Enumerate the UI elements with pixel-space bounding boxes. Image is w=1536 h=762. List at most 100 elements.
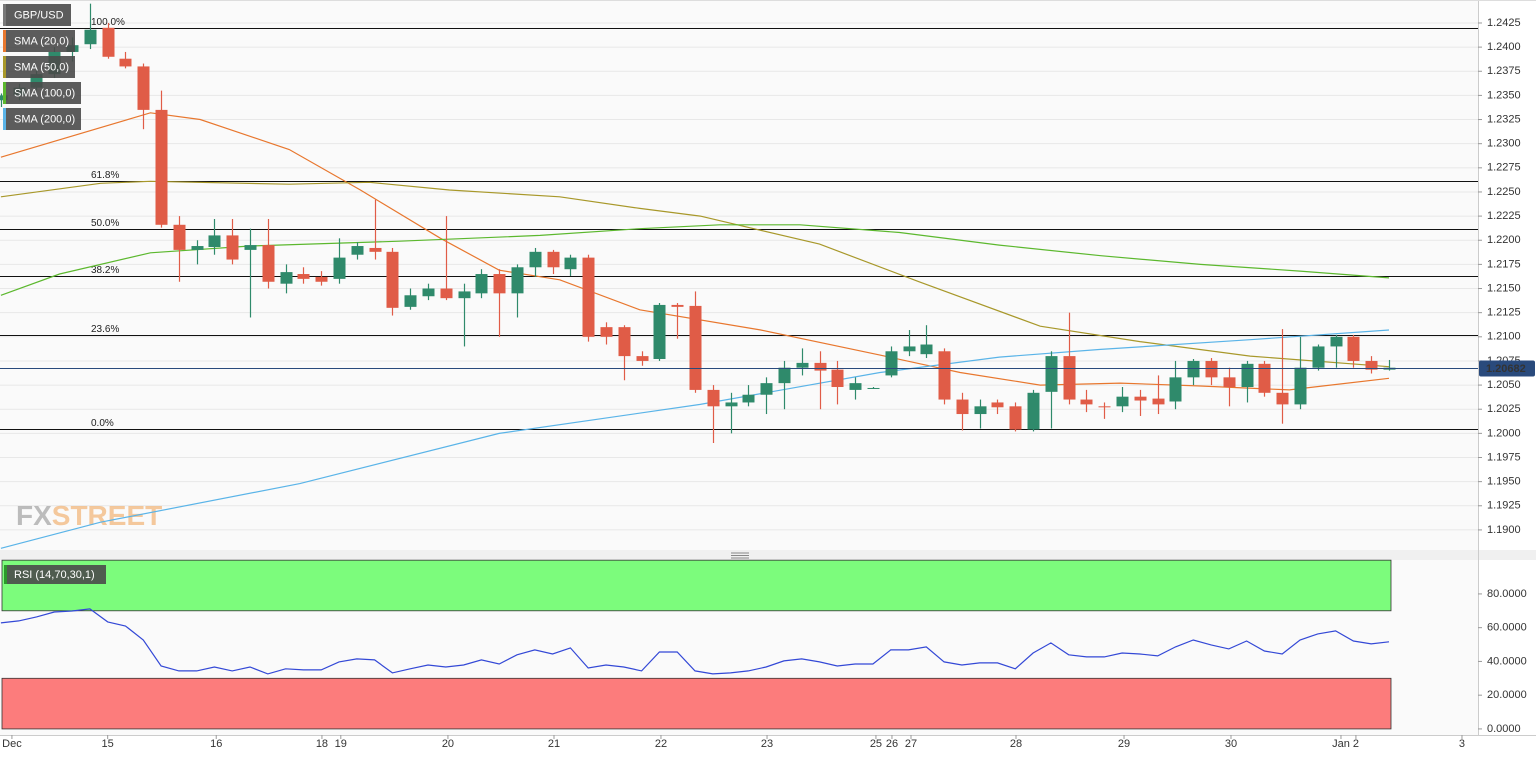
- y-tick-label: 1.2050: [1487, 379, 1521, 391]
- candle-body: [956, 399, 969, 415]
- x-tick-label: 2: [1353, 738, 1359, 750]
- candle-body: [226, 235, 239, 260]
- candle-body: [760, 383, 773, 395]
- fib-label: 61.8%: [91, 170, 119, 181]
- y-tick-label: 80.0000: [1487, 588, 1527, 600]
- candle-body: [422, 288, 435, 297]
- legend-box: [3, 4, 71, 26]
- y-tick-label: 1.2100: [1487, 331, 1521, 343]
- x-tick-label: 22: [655, 738, 667, 750]
- legend-swatch: [3, 4, 6, 26]
- candle-body: [1276, 392, 1289, 405]
- y-tick-label: 1.2350: [1487, 89, 1521, 101]
- candle-body: [1134, 396, 1147, 401]
- y-tick-label: 40.0000: [1487, 655, 1527, 667]
- rsi-title-swatch: [4, 565, 7, 584]
- x-tick-label: 29: [1118, 738, 1130, 750]
- y-tick-label: 1.2150: [1487, 282, 1521, 294]
- sma-line: [0, 329, 1390, 549]
- candle-body: [155, 109, 168, 225]
- sma-line: [0, 180, 1390, 368]
- candle-body: [244, 245, 257, 250]
- main-panel: [0, 0, 1478, 550]
- candle-body: [351, 246, 364, 255]
- x-tick-label: 23: [761, 738, 773, 750]
- candle-body: [1258, 363, 1271, 393]
- legend-box: [3, 56, 75, 78]
- x-tick-label: Jan: [1332, 738, 1350, 750]
- candle-body: [814, 362, 827, 371]
- y-tick-label: 1.1925: [1487, 500, 1521, 512]
- candle-body: [84, 29, 97, 45]
- candle-body: [386, 251, 399, 308]
- y-tick-label: 1.2375: [1487, 65, 1521, 77]
- candle-body: [1223, 377, 1236, 388]
- x-tick-label: 26: [886, 738, 898, 750]
- candle-body: [831, 369, 844, 388]
- candle-body: [707, 389, 720, 407]
- candle-body: [689, 305, 702, 390]
- y-tick-label: 1.1900: [1487, 524, 1521, 536]
- last-price-box: [1479, 360, 1535, 377]
- legend-box: [3, 108, 81, 130]
- candle-body: [511, 267, 524, 294]
- candle-body: [671, 304, 684, 307]
- candle-body: [1098, 406, 1111, 408]
- y-tick-label: 1.2300: [1487, 138, 1521, 150]
- y-tick-label: 1.2200: [1487, 234, 1521, 246]
- last-price-label: 1.20682: [1486, 363, 1526, 375]
- candle-body: [742, 394, 755, 403]
- y-tick-label: 1.2025: [1487, 403, 1521, 415]
- x-tick-label: 18: [316, 738, 328, 750]
- candle-body: [262, 245, 275, 282]
- rsi-zone: [1, 677, 1392, 730]
- candle-body: [564, 257, 577, 270]
- y-tick-label: 1.1975: [1487, 451, 1521, 463]
- candle-body: [475, 274, 488, 294]
- candle-body: [1169, 377, 1182, 402]
- candle-body: [333, 257, 346, 279]
- candle-body: [369, 247, 382, 252]
- fib-label: 0.0%: [91, 418, 114, 429]
- candle-body: [1365, 360, 1378, 370]
- candle-body: [119, 58, 132, 67]
- candle-body: [653, 304, 666, 360]
- y-tick-label: 1.2125: [1487, 307, 1521, 319]
- x-tick-label: 25: [870, 738, 882, 750]
- candle-body: [849, 383, 862, 390]
- candle-body: [796, 362, 809, 368]
- legend-label: SMA (100,0): [14, 87, 75, 99]
- legend-box: [3, 30, 75, 52]
- x-tick-label: 19: [335, 738, 347, 750]
- candle-body: [600, 327, 613, 337]
- y-tick-label: 1.2175: [1487, 258, 1521, 270]
- watermark-part: FX: [16, 500, 52, 531]
- panel-separator[interactable]: [0, 550, 1536, 560]
- y-tick-label: 1.2325: [1487, 113, 1521, 125]
- watermark: FXSTREET: [16, 500, 162, 531]
- candle-body: [1063, 356, 1076, 400]
- x-tick-label: 28: [1010, 738, 1022, 750]
- candle-body: [1187, 360, 1200, 378]
- y-tick-label: 20.0000: [1487, 689, 1527, 701]
- y-tick-label: 0.0000: [1487, 723, 1521, 735]
- x-tick-label: 3: [1459, 738, 1465, 750]
- grid: 1.1900 1.1925 1.1950 1.1975 1.2000 1.2025 1.20…: [0, 17, 1527, 750]
- separator-handle[interactable]: [731, 552, 749, 559]
- x-tick-label: 20: [442, 738, 454, 750]
- candle-body: [137, 66, 150, 110]
- candle-body: [725, 402, 738, 407]
- candle-body: [173, 224, 186, 250]
- fib-label: 23.6%: [91, 324, 119, 335]
- candle-body: [1241, 363, 1254, 388]
- y-tick-label: 1.2425: [1487, 17, 1521, 29]
- legend-label: SMA (20,0): [14, 35, 69, 47]
- y-tick-label: 1.2400: [1487, 41, 1521, 53]
- x-tick-label: 16: [210, 738, 222, 750]
- candle-body: [493, 274, 506, 294]
- candle-body: [102, 27, 115, 57]
- y-tick-label: 1.2275: [1487, 162, 1521, 174]
- candle-body: [1152, 398, 1165, 405]
- candle-body: [636, 356, 649, 361]
